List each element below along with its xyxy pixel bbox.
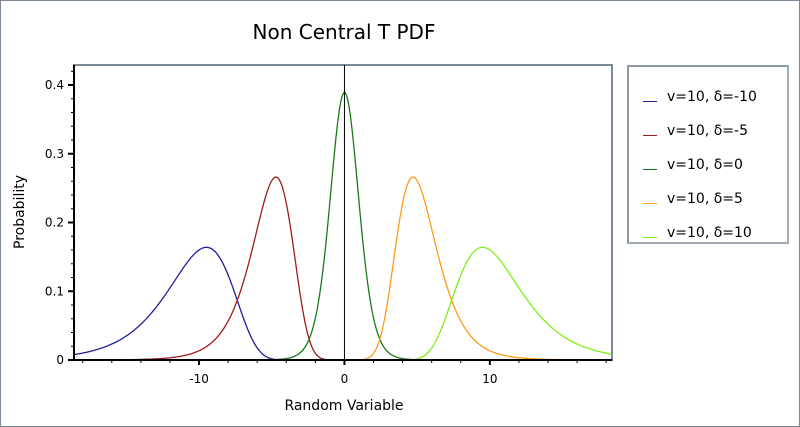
- legend-label: v=10, δ=-5: [667, 123, 748, 139]
- legend-item-delta-5: v=10, δ=5: [643, 189, 743, 209]
- legend-swatch: [643, 168, 657, 170]
- svg-text:-10: -10: [189, 372, 209, 386]
- legend-item-delta-neg10: v=10, δ=-10: [643, 87, 757, 107]
- legend: v=10, δ=-10 v=10, δ=-5 v=10, δ=0 v=10, δ…: [627, 65, 789, 244]
- y-axis-label: Probability: [12, 174, 28, 250]
- svg-text:10: 10: [482, 372, 497, 386]
- legend-swatch: [643, 134, 657, 136]
- plot-area: [73, 64, 613, 361]
- legend-label: v=10, δ=5: [667, 191, 743, 207]
- svg-text:0: 0: [56, 353, 64, 367]
- chart-title: Non Central T PDF: [252, 20, 436, 44]
- svg-text:0: 0: [341, 372, 349, 386]
- legend-label: v=10, δ=-10: [667, 89, 757, 105]
- legend-swatch: [643, 100, 657, 102]
- y-ticks: 0 0.1 0.2 0.3 0.4: [45, 70, 74, 367]
- x-axis-label: Random Variable: [284, 398, 404, 414]
- legend-item-delta-neg5: v=10, δ=-5: [643, 121, 748, 141]
- legend-label: v=10, δ=0: [667, 157, 743, 173]
- svg-text:0.2: 0.2: [45, 216, 64, 230]
- x-ticks: -10 0 10: [82, 360, 607, 386]
- legend-item-delta-0: v=10, δ=0: [643, 155, 743, 175]
- legend-item-delta-10: v=10, δ=10: [643, 223, 752, 243]
- legend-label: v=10, δ=10: [667, 225, 752, 241]
- legend-swatch: [643, 202, 657, 204]
- svg-text:0.1: 0.1: [45, 284, 64, 298]
- legend-swatch: [643, 236, 657, 238]
- svg-text:0.4: 0.4: [45, 78, 64, 92]
- svg-text:0.3: 0.3: [45, 147, 64, 161]
